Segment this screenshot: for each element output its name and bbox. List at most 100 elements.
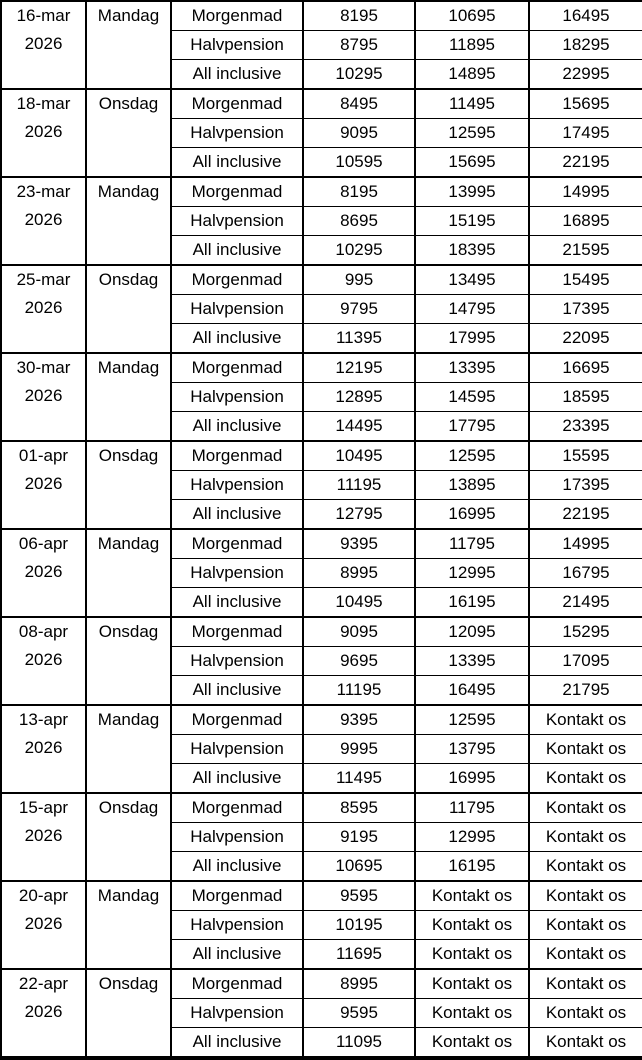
date-block: 08-apr 2026 Onsdag Morgenmad 9095 12095 15295 H…	[0, 616, 642, 706]
date-day-month: 16-mar	[16, 6, 71, 25]
price-cell: 16895	[528, 206, 642, 236]
table-row: 15-apr 2026 Onsdag Morgenmad 8595 11795 Kontak…	[0, 792, 642, 882]
table-row: 06-apr 2026 Mandag Morgenmad 9395 11795 14995	[0, 528, 642, 618]
price-cell: 8695	[302, 206, 416, 236]
day-cell: Onsdag	[85, 88, 172, 178]
price-cell: 17795	[414, 411, 530, 442]
price-cell: 16495	[528, 0, 642, 31]
table-row: All inclusive 10495 16195 21495	[1, 587, 642, 618]
price-cell: 15695	[528, 88, 642, 119]
date-day-month: 22-apr	[18, 974, 69, 993]
price-cell: 12995	[414, 822, 530, 852]
meal-plan-cell: All inclusive	[170, 147, 304, 178]
price-cell: 11795	[414, 528, 530, 559]
table-row: All inclusive 11195 16495 21795	[1, 675, 642, 706]
price-cell: 10195	[302, 910, 416, 940]
price-cell: 22995	[528, 59, 642, 90]
date-cell: 23-mar 2026	[0, 176, 87, 266]
price-cell: 17395	[528, 470, 642, 500]
weekday-label: Mandag	[97, 710, 160, 729]
date-year: 2026	[24, 386, 63, 406]
date-year: 2026	[24, 738, 63, 758]
date-cell: 18-mar 2026	[0, 88, 87, 178]
date-block: 23-mar 2026 Mandag Morgenmad 8195 13995 14995 H…	[0, 176, 642, 266]
price-cell: 11695	[302, 939, 416, 970]
table-row: Halvpension 8695 15195 16895	[1, 206, 642, 236]
date-block: 30-mar 2026 Mandag Morgenmad 12195 13395 16695…	[0, 352, 642, 442]
meal-plan-cell: All inclusive	[170, 59, 304, 90]
price-cell: 16795	[528, 558, 642, 588]
price-cell: 16495	[414, 675, 530, 706]
price-cell: 23395	[528, 411, 642, 442]
price-cell: 17495	[528, 118, 642, 148]
price-cell: 12095	[414, 616, 530, 647]
date-block: 22-apr 2026 Onsdag Morgenmad 8995 Kontakt os K…	[0, 968, 642, 1059]
table-row: 18-mar 2026 Onsdag Morgenmad 8495 11495 15695	[0, 88, 642, 178]
price-cell: 8495	[302, 88, 416, 119]
price-cell: 9995	[302, 734, 416, 764]
table-row: All inclusive 10295 14895 22995	[1, 59, 642, 90]
meal-plan-cell: Halvpension	[170, 118, 304, 148]
price-cell: 8595	[302, 792, 416, 823]
date-cell: 20-apr 2026	[0, 880, 87, 970]
date-cell: 22-apr 2026	[0, 968, 87, 1059]
meal-plan-cell: Halvpension	[170, 734, 304, 764]
price-cell: 18595	[528, 382, 642, 412]
date-day-month: 18-mar	[16, 94, 71, 113]
weekday-label: Onsdag	[98, 446, 159, 465]
day-cell: Onsdag	[85, 968, 172, 1059]
price-cell: 16995	[414, 763, 530, 794]
date-block: 20-apr 2026 Mandag Morgenmad 9595 Kontakt os K…	[0, 880, 642, 970]
table-row: Halvpension 11195 13895 17395	[1, 470, 642, 500]
price-cell: 11495	[414, 88, 530, 119]
meal-plan-cell: Morgenmad	[170, 440, 304, 471]
price-cell: 10495	[302, 440, 416, 471]
meal-plan-cell: All inclusive	[170, 939, 304, 970]
table-row: 25-mar 2026 Onsdag Morgenmad 995 13495 15495	[0, 264, 642, 354]
price-cell: 10495	[302, 587, 416, 618]
day-cell: Mandag	[85, 528, 172, 618]
price-cell: 14595	[414, 382, 530, 412]
price-cell: Kontakt os	[414, 910, 530, 940]
table-row: All inclusive 10595 15695 22195	[1, 147, 642, 178]
weekday-label: Mandag	[97, 358, 160, 377]
table-row: All inclusive 12795 16995 22195	[1, 499, 642, 530]
meal-plan-cell: Morgenmad	[170, 704, 304, 735]
date-day-month: 23-mar	[16, 182, 71, 201]
date-cell: 30-mar 2026	[0, 352, 87, 442]
table-row: Halvpension 9695 13395 17095	[1, 646, 642, 676]
date-year: 2026	[24, 914, 63, 934]
price-cell: 9395	[302, 528, 416, 559]
price-cell: Kontakt os	[528, 822, 642, 852]
price-cell: 13395	[414, 352, 530, 383]
price-cell: 15195	[414, 206, 530, 236]
date-cell: 25-mar 2026	[0, 264, 87, 354]
date-year: 2026	[24, 474, 63, 494]
price-cell: 17095	[528, 646, 642, 676]
meal-plan-cell: All inclusive	[170, 851, 304, 882]
price-cell: 22195	[528, 147, 642, 178]
date-year: 2026	[24, 298, 63, 318]
table-row: Halvpension 9095 12595 17495	[1, 118, 642, 148]
price-cell: 8995	[302, 968, 416, 999]
price-cell: 14795	[414, 294, 530, 324]
price-cell: 17995	[414, 323, 530, 354]
price-cell: 9195	[302, 822, 416, 852]
price-cell: 21595	[528, 235, 642, 266]
price-cell: 9095	[302, 118, 416, 148]
meal-plan-cell: Halvpension	[170, 646, 304, 676]
price-cell: 17395	[528, 294, 642, 324]
price-cell: 9795	[302, 294, 416, 324]
meal-plan-cell: All inclusive	[170, 675, 304, 706]
price-cell: Kontakt os	[528, 880, 642, 911]
table-row: Halvpension 8995 12995 16795	[1, 558, 642, 588]
price-cell: 13995	[414, 176, 530, 207]
date-day-month: 30-mar	[16, 358, 71, 377]
table-row: 20-apr 2026 Mandag Morgenmad 9595 Kontakt os K…	[0, 880, 642, 970]
weekday-label: Mandag	[97, 534, 160, 553]
price-cell: 16995	[414, 499, 530, 530]
day-cell: Onsdag	[85, 264, 172, 354]
date-year: 2026	[24, 650, 63, 670]
price-cell: 14495	[302, 411, 416, 442]
price-cell: 18295	[528, 30, 642, 60]
